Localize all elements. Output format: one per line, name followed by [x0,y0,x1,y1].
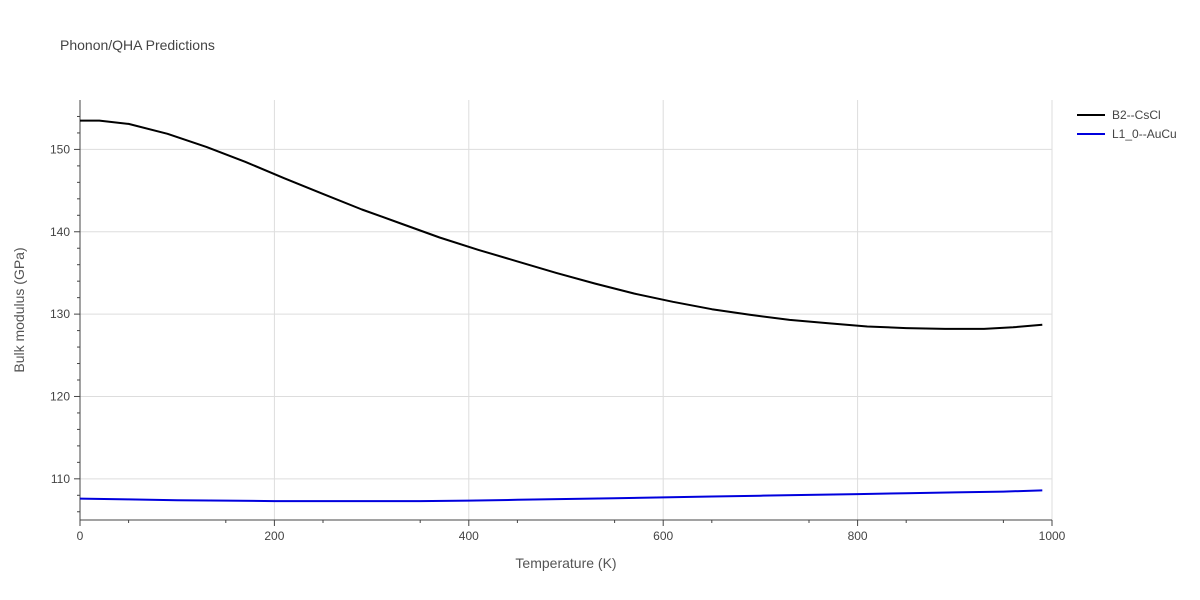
series-line-0 [80,119,1043,330]
y-axis-title: Bulk modulus (GPa) [11,247,27,372]
x-axis-title: Temperature (K) [515,555,616,571]
y-tick-label: 130 [50,307,70,321]
x-tick-label: 200 [264,529,284,543]
x-tick-label: 400 [459,529,479,543]
y-tick-label: 140 [50,225,70,239]
x-tick-label: 1000 [1039,529,1066,543]
series-line-1 [79,489,1043,503]
axes: 0 200 400 600 800 1000 110 120 130 140 150 [50,100,1066,543]
y-tick-label: 150 [50,142,70,156]
x-tick-label: 600 [653,529,673,543]
chart-title: Phonon/QHA Predictions [60,37,215,53]
x-tick-label: 0 [77,529,84,543]
gridlines [80,100,1053,520]
y-tick-label: 110 [51,472,70,486]
legend-label: B2--CsCl [1112,108,1161,122]
x-tick-label: 800 [848,529,868,543]
legend: B2--CsCl L1_0--AuCu [1077,108,1177,141]
y-tick-label: 120 [50,389,70,403]
series-lines [79,119,1043,503]
legend-label: L1_0--AuCu [1112,127,1177,141]
